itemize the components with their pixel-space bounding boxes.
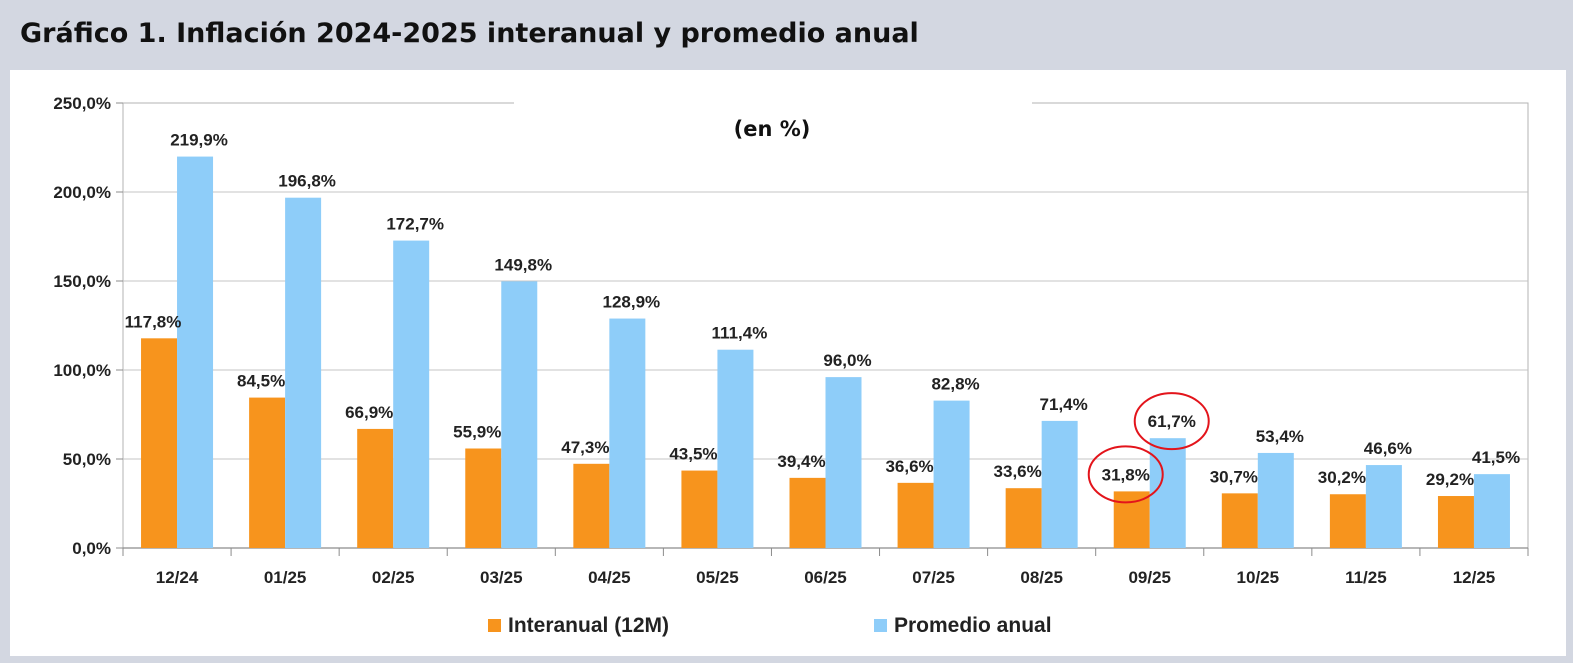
bar-promedio-anual [825, 377, 862, 548]
x-tick-label: 09/25 [1128, 568, 1171, 587]
bar-promedio-anual [609, 318, 646, 548]
bar-interanual [681, 470, 718, 548]
bar-interanual [897, 482, 934, 548]
highlight-circle [1087, 445, 1164, 504]
y-axis: 0,0% 50,0% 100,0% 150,0% 200,0% 250,0% [53, 94, 123, 558]
x-tick-label: 12/24 [156, 568, 199, 587]
bar-interanual [1329, 494, 1366, 548]
bar-interanual [357, 428, 394, 548]
data-label-promedio-anual: 53,4% [1256, 427, 1304, 446]
data-label-interanual: 30,7% [1210, 467, 1258, 486]
legend-swatch [874, 619, 887, 632]
data-label-interanual: 31,8% [1102, 465, 1150, 484]
x-tick-label: 07/25 [912, 568, 955, 587]
bar-interanual [789, 477, 826, 548]
x-tick-label: 12/25 [1453, 568, 1496, 587]
data-label-promedio-anual: 41,5% [1472, 448, 1520, 467]
bar-promedio-anual [1473, 474, 1510, 548]
bar-interanual [141, 338, 178, 548]
x-tick-label: 03/25 [480, 568, 523, 587]
data-label-interanual: 29,2% [1426, 470, 1474, 489]
bar-promedio-anual [501, 281, 538, 548]
bar-promedio-anual [933, 400, 970, 548]
bar-interanual [1005, 488, 1042, 548]
bar-promedio-anual [285, 197, 322, 549]
data-label-interanual: 55,9% [453, 422, 501, 441]
data-label-interanual: 43,5% [669, 445, 717, 464]
data-label-promedio-anual: 46,6% [1364, 439, 1412, 458]
y-tick-label: 100,0% [53, 361, 111, 380]
data-labels: 117,8% 219,9% 84,5% 196,8% 66,9% 172,7% 55,9% 1… [125, 131, 1520, 489]
data-label-interanual: 117,8% [125, 312, 182, 331]
x-tick-label: 05/25 [696, 568, 739, 587]
bar-interanual [573, 463, 610, 548]
data-label-interanual: 39,4% [777, 452, 825, 471]
bars [141, 156, 1510, 549]
data-label-interanual: 47,3% [561, 438, 609, 457]
x-tick-label: 08/25 [1020, 568, 1063, 587]
data-label-promedio-anual: 82,8% [931, 375, 979, 394]
y-tick-label: 250,0% [53, 94, 111, 113]
data-label-promedio-anual: 71,4% [1040, 395, 1088, 414]
data-label-promedio-anual: 96,0% [823, 351, 871, 370]
data-label-promedio-anual: 172,7% [386, 215, 444, 234]
x-tick-label: 11/25 [1345, 568, 1387, 587]
legend-swatch [488, 619, 501, 632]
data-label-interanual: 66,9% [345, 403, 393, 422]
chart-subtitle: (en %) [734, 117, 811, 141]
y-tick-label: 50,0% [63, 450, 111, 469]
y-tick-label: 150,0% [53, 272, 111, 291]
bar-interanual [1221, 493, 1258, 548]
legend-label: Interanual (12M) [508, 614, 669, 637]
legend: Interanual (12M) Promedio anual [488, 614, 1052, 637]
data-label-interanual: 84,5% [237, 372, 285, 391]
bar-interanual [465, 448, 502, 548]
data-label-interanual: 33,6% [994, 462, 1042, 481]
bar-interanual [249, 397, 286, 548]
x-tick-label: 10/25 [1237, 568, 1280, 587]
bar-promedio-anual [1365, 465, 1402, 548]
y-tick-label: 200,0% [53, 183, 111, 202]
bar-promedio-anual [393, 240, 430, 548]
data-label-promedio-anual: 219,9% [170, 131, 228, 150]
bar-promedio-anual [1257, 452, 1294, 548]
y-tick-label: 0,0% [72, 539, 111, 558]
data-label-promedio-anual: 111,4% [712, 324, 768, 343]
plot-top-gap [514, 101, 1032, 105]
x-tick-label: 06/25 [804, 568, 847, 587]
data-label-promedio-anual: 149,8% [494, 255, 552, 274]
bar-promedio-anual [717, 349, 754, 548]
highlights [1087, 392, 1210, 504]
data-label-interanual: 36,6% [885, 457, 933, 476]
chart-title: Gráfico 1. Inflación 2024-2025 interanua… [20, 18, 919, 49]
x-tick-label: 02/25 [372, 568, 415, 587]
bar-interanual [1437, 496, 1474, 548]
x-axis: 12/24 01/25 02/25 03/25 04/25 05/25 06/25 07/25… [122, 547, 1529, 587]
title-strip-mask [548, 70, 1066, 72]
x-tick-label: 01/25 [264, 568, 307, 587]
chart-panel: 0,0% 50,0% 100,0% 150,0% 200,0% 250,0% 12/24 0… [10, 70, 1566, 656]
x-tick-label: 04/25 [588, 568, 631, 587]
highlight-circle [1133, 392, 1210, 451]
bar-promedio-anual [1041, 420, 1078, 548]
bar-promedio-anual [177, 156, 214, 548]
data-label-interanual: 30,2% [1318, 468, 1366, 487]
bar-chart: 0,0% 50,0% 100,0% 150,0% 200,0% 250,0% 12/24 0… [53, 70, 1529, 637]
data-label-promedio-anual: 196,8% [278, 172, 336, 191]
data-label-promedio-anual: 128,9% [603, 293, 661, 312]
legend-label: Promedio anual [894, 614, 1052, 637]
bar-promedio-anual [1149, 438, 1186, 548]
data-label-promedio-anual: 61,7% [1148, 412, 1196, 431]
bar-interanual [1113, 491, 1150, 548]
